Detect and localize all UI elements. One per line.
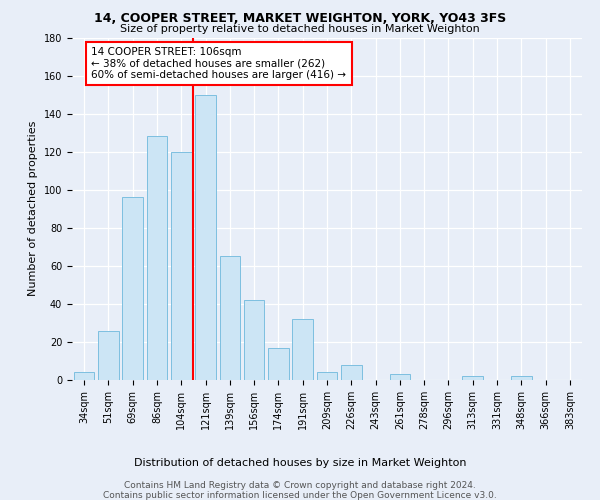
Bar: [317, 372, 337, 380]
Bar: [244, 300, 265, 380]
Bar: [146, 136, 167, 380]
Bar: [98, 330, 119, 380]
Bar: [292, 319, 313, 380]
Text: Size of property relative to detached houses in Market Weighton: Size of property relative to detached ho…: [120, 24, 480, 34]
Y-axis label: Number of detached properties: Number of detached properties: [28, 121, 38, 296]
Text: 14, COOPER STREET, MARKET WEIGHTON, YORK, YO43 3FS: 14, COOPER STREET, MARKET WEIGHTON, YORK…: [94, 12, 506, 26]
Bar: [389, 374, 410, 380]
Bar: [511, 376, 532, 380]
Bar: [74, 372, 94, 380]
Bar: [171, 152, 191, 380]
Bar: [122, 198, 143, 380]
Bar: [268, 348, 289, 380]
Text: Contains public sector information licensed under the Open Government Licence v3: Contains public sector information licen…: [103, 491, 497, 500]
Bar: [195, 94, 216, 380]
Text: 14 COOPER STREET: 106sqm
← 38% of detached houses are smaller (262)
60% of semi-: 14 COOPER STREET: 106sqm ← 38% of detach…: [91, 47, 346, 80]
Bar: [220, 256, 240, 380]
Text: Contains HM Land Registry data © Crown copyright and database right 2024.: Contains HM Land Registry data © Crown c…: [124, 481, 476, 490]
Bar: [463, 376, 483, 380]
Bar: [341, 365, 362, 380]
Text: Distribution of detached houses by size in Market Weighton: Distribution of detached houses by size …: [134, 458, 466, 468]
